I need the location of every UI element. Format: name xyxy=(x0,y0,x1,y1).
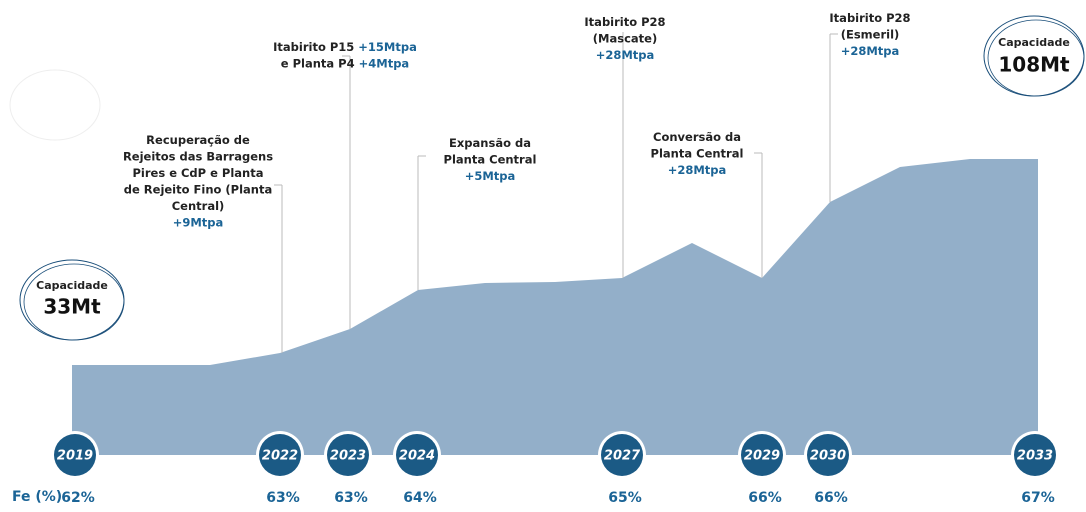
annotation-text: Itabirito P28 xyxy=(584,15,665,29)
year-label: 2024 xyxy=(399,449,435,464)
fe-value: 66% xyxy=(748,490,782,506)
annotation-line: Recuperação de xyxy=(146,133,250,147)
annotation-text: Conversão da xyxy=(653,130,741,144)
annotation-line: (Mascate) xyxy=(593,31,657,45)
annotation-line: de Rejeito Fino (Planta xyxy=(124,182,273,196)
capacity-label: Capacidade xyxy=(36,279,108,292)
annotation-text: Rejeitos das Barragens xyxy=(123,149,273,163)
annotation-line: Rejeitos das Barragens xyxy=(123,149,273,163)
annotation-line: Expansão da xyxy=(449,136,531,150)
capacity-value: 33Mt xyxy=(43,295,101,319)
annotation-line: +28Mtpa xyxy=(841,44,900,58)
annotation-line: Pires e CdP e Planta xyxy=(133,166,264,180)
year-label: 2027 xyxy=(604,449,641,464)
year-badge xyxy=(807,434,849,476)
annotation-line: (Esmeril) xyxy=(841,27,900,41)
year-badge xyxy=(396,434,438,476)
annotation-line: +28Mtpa xyxy=(668,163,727,177)
annotation-highlight: +4Mtpa xyxy=(359,56,410,70)
capacity-value: 108Mt xyxy=(998,53,1070,77)
annotation-text: Planta Central xyxy=(651,146,744,160)
capacity-end-badge: Capacidade 108Mt xyxy=(983,15,1085,97)
fe-label: Fe (%) xyxy=(12,489,62,505)
annotation-line: +28Mtpa xyxy=(596,48,655,62)
fe-value: 64% xyxy=(403,490,437,506)
annotation-text: e Planta P4 xyxy=(281,56,359,70)
annotation-text: (Mascate) xyxy=(593,31,657,45)
annotation-text: Pires e CdP e Planta xyxy=(133,166,264,180)
year-badge xyxy=(1014,434,1056,476)
annotation-highlight: +28Mtpa xyxy=(596,48,655,62)
annotation-line: Conversão da xyxy=(653,130,741,144)
annotation-text: (Esmeril) xyxy=(841,27,900,41)
annotation-text: Recuperação de xyxy=(146,133,250,147)
fe-value: 63% xyxy=(334,490,368,506)
year-badge xyxy=(54,434,96,476)
annotation-text: Itabirito P15 xyxy=(273,40,358,54)
fe-value: 66% xyxy=(814,490,848,506)
annotation-highlight: +15Mtpa xyxy=(358,40,417,54)
annotation-highlight: +28Mtpa xyxy=(668,163,727,177)
decor-oval xyxy=(9,69,101,141)
annotation-text: Central) xyxy=(172,199,225,213)
annotation-line: e Planta P4 +4Mtpa xyxy=(281,56,409,70)
annotation-line: Itabirito P28 xyxy=(829,11,910,25)
fe-value: 63% xyxy=(266,490,300,506)
year-label: 2033 xyxy=(1017,449,1053,464)
annotation-line: Itabirito P15 +15Mtpa xyxy=(273,40,417,54)
year-label: 2022 xyxy=(262,449,298,464)
capacity-label: Capacidade xyxy=(998,36,1070,49)
year-badge xyxy=(741,434,783,476)
annotation-line: +9Mtpa xyxy=(173,215,224,229)
annotation-highlight: +9Mtpa xyxy=(173,215,224,229)
annotation-text: Planta Central xyxy=(444,152,537,166)
annotation-highlight: +28Mtpa xyxy=(841,44,900,58)
year-badge xyxy=(601,434,643,476)
year-label: 2029 xyxy=(744,449,780,464)
fe-value: 62% xyxy=(61,490,95,506)
year-badge xyxy=(259,434,301,476)
annotation-text: Expansão da xyxy=(449,136,531,150)
annotation-line: Planta Central xyxy=(651,146,744,160)
annotation-text: Itabirito P28 xyxy=(829,11,910,25)
annotation-line: Central) xyxy=(172,199,225,213)
year-label: 2019 xyxy=(57,449,93,464)
capacity-area xyxy=(72,159,1038,455)
fe-value: 67% xyxy=(1021,490,1055,506)
year-label: 2030 xyxy=(810,449,846,464)
year-label: 2023 xyxy=(330,449,366,464)
year-badge xyxy=(327,434,369,476)
annotation-line: Itabirito P28 xyxy=(584,15,665,29)
annotation-text: de Rejeito Fino (Planta xyxy=(124,182,273,196)
annotation-highlight: +5Mtpa xyxy=(465,169,516,183)
fe-value: 65% xyxy=(608,490,642,506)
capacity-start-badge: Capacidade 33Mt xyxy=(19,259,125,341)
annotation-line: Planta Central xyxy=(444,152,537,166)
annotation-line: +5Mtpa xyxy=(465,169,516,183)
